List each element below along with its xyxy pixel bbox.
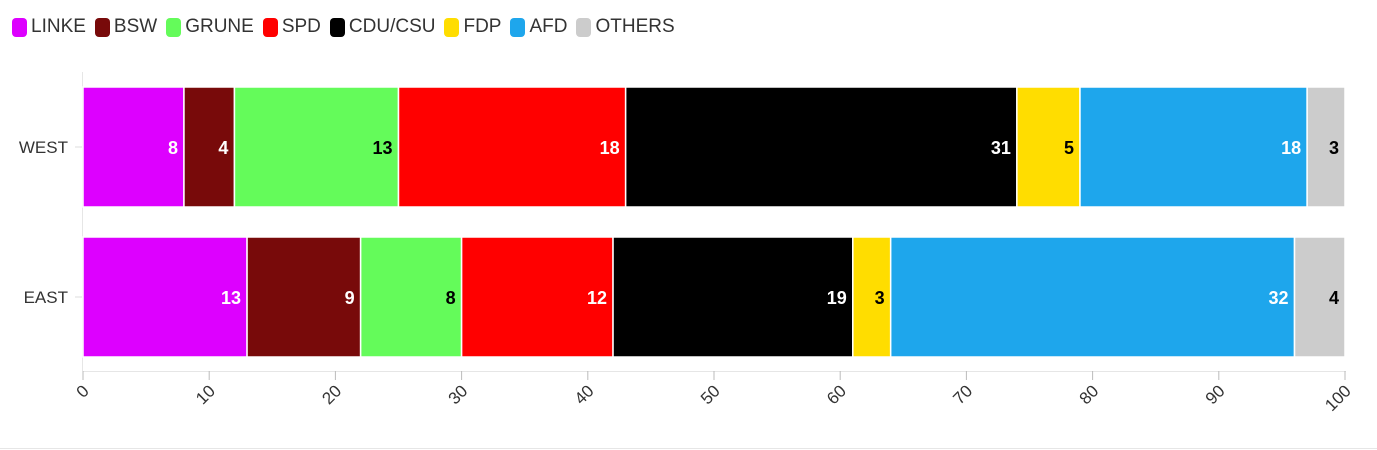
- legend-item-linke[interactable]: LINKE: [12, 16, 86, 38]
- legend-swatch: [329, 17, 345, 37]
- x-tick-label: 60: [823, 381, 850, 408]
- legend-label: FDP: [463, 16, 502, 37]
- x-tick-label: 50: [697, 381, 724, 408]
- bar-segment-linke[interactable]: [82, 236, 248, 358]
- legend-label: CDU/CSU: [348, 16, 436, 37]
- data-label: 8: [446, 288, 456, 308]
- legend-item-fdp[interactable]: FDP: [444, 16, 501, 38]
- bar-segment-fdp[interactable]: [1016, 86, 1081, 208]
- x-tick-label: 30: [445, 381, 472, 408]
- y-tick-label: EAST: [24, 288, 68, 307]
- legend-swatch: [166, 17, 182, 37]
- legend-label: AFD: [529, 16, 568, 37]
- data-label: 31: [991, 138, 1011, 158]
- data-label: 13: [221, 288, 241, 308]
- bar-segment-grune[interactable]: [359, 236, 463, 358]
- legend-item-others[interactable]: OTHERS: [576, 16, 675, 38]
- legend-swatch: [12, 17, 27, 37]
- legend-item-spd[interactable]: SPD: [262, 16, 321, 38]
- bar-segment-bsw[interactable]: [183, 86, 236, 208]
- data-label: 18: [600, 138, 620, 158]
- y-tick-label: WEST: [19, 138, 68, 157]
- bar-segment-bsw[interactable]: [246, 236, 362, 358]
- legend-swatch: [444, 17, 460, 37]
- legend-label: GRUNE: [185, 16, 254, 37]
- legend-item-grune[interactable]: GRUNE: [166, 16, 254, 38]
- bar-segment-fdp[interactable]: [852, 236, 892, 358]
- chart-legend: LINKE BSW GRUNE SPD CDU/CSU FDP AFD OTHERS: [12, 14, 684, 40]
- x-tick-label: 0: [73, 381, 93, 401]
- x-tick-label: 90: [1202, 381, 1229, 408]
- data-label: 18: [1281, 138, 1301, 158]
- bar-segment-spd[interactable]: [397, 86, 627, 208]
- legend-item-bsw[interactable]: BSW: [94, 16, 158, 38]
- data-label: 13: [372, 138, 392, 158]
- bar-segment-others[interactable]: [1293, 236, 1346, 358]
- x-tick-label: 80: [1076, 381, 1103, 408]
- legend-label: BSW: [113, 16, 158, 37]
- legend-swatch: [94, 17, 110, 37]
- legend-item-cdu-csu[interactable]: CDU/CSU: [329, 16, 436, 38]
- data-label: 3: [1329, 138, 1339, 158]
- x-tick-label: 20: [318, 381, 345, 408]
- bottom-divider: [0, 448, 1377, 449]
- data-label: 32: [1268, 288, 1288, 308]
- x-tick-label: 70: [949, 381, 976, 408]
- bar-segment-cdu-csu[interactable]: [624, 86, 1018, 208]
- data-label: 8: [168, 138, 178, 158]
- data-label: 9: [345, 288, 355, 308]
- legend-label: OTHERS: [595, 16, 675, 37]
- data-label: 3: [875, 288, 885, 308]
- bar-segment-others[interactable]: [1306, 86, 1346, 208]
- data-label: 5: [1064, 138, 1074, 158]
- x-tick-label: 100: [1321, 381, 1354, 414]
- legend-swatch: [576, 17, 592, 37]
- bar-segment-afd[interactable]: [889, 236, 1296, 358]
- x-tick-label: 10: [192, 381, 219, 408]
- data-label: 12: [587, 288, 607, 308]
- data-label: 4: [1329, 288, 1339, 308]
- bar-segment-afd[interactable]: [1079, 86, 1308, 208]
- legend-swatch: [510, 17, 526, 37]
- bar-segment-linke[interactable]: [82, 86, 185, 208]
- bar-segment-cdu-csu[interactable]: [612, 236, 854, 358]
- data-label: 4: [218, 138, 228, 158]
- legend-label: LINKE: [31, 16, 86, 37]
- bar-segment-grune[interactable]: [233, 86, 400, 208]
- legend-swatch: [262, 17, 278, 37]
- legend-item-afd[interactable]: AFD: [510, 16, 567, 38]
- legend-label: SPD: [281, 16, 321, 37]
- data-label: 19: [827, 288, 847, 308]
- x-tick-label: 40: [571, 381, 598, 408]
